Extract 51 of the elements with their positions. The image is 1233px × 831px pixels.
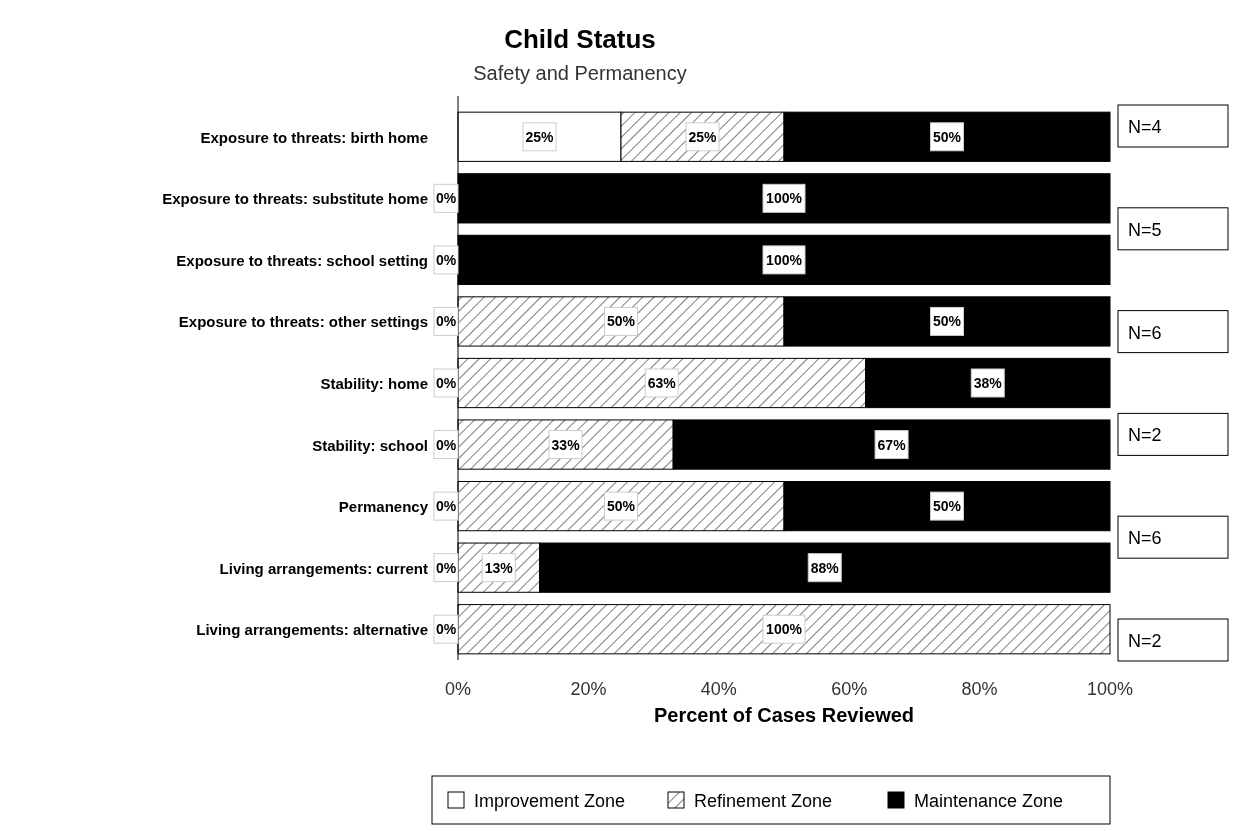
- legend-label: Maintenance Zone: [914, 791, 1064, 811]
- x-tick-label: 20%: [570, 679, 607, 699]
- text: N=5: [1128, 219, 1162, 240]
- data-label: 38%: [973, 375, 1003, 391]
- text: N=6: [1128, 528, 1162, 549]
- data-label: 100%: [766, 251, 803, 268]
- x-tick-label: 40%: [700, 679, 737, 699]
- y-tick-label: Exposure to threats: school setting: [176, 251, 428, 269]
- data-label: 13%: [484, 559, 514, 576]
- y-tick-label: Living arrangements: current: [219, 559, 428, 577]
- legend-label: Refinement Zone: [694, 791, 833, 811]
- data-label: 100%: [766, 190, 803, 207]
- data-label: 0%: [435, 436, 457, 453]
- data-label: 25%: [688, 128, 718, 145]
- x-tick-label: 80%: [961, 679, 998, 699]
- x-axis-title: Percent of Cases Reviewed: [653, 704, 915, 726]
- data-label: 63%: [647, 375, 677, 391]
- data-label: 0%: [435, 498, 457, 515]
- data-label: 0%: [435, 190, 457, 207]
- y-tick-label: Living arrangements: alternative: [196, 621, 428, 639]
- x-tick-label: 100%: [1086, 679, 1134, 699]
- data-label: 100%: [766, 621, 803, 638]
- legend-label: Improvement Zone: [474, 791, 626, 811]
- chart-title: Child Status: [504, 24, 656, 54]
- data-label: 0%: [435, 375, 457, 391]
- data-label: 50%: [932, 128, 962, 145]
- y-tick-label: Stability: school: [312, 436, 428, 454]
- chart-subtitle: Safety and Permanency: [473, 62, 687, 84]
- data-label: 67%: [877, 436, 907, 453]
- x-tick-label: 60%: [831, 679, 868, 699]
- x-tick-label: 0%: [444, 679, 472, 699]
- data-label: 25%: [525, 128, 555, 145]
- text: N=2: [1128, 425, 1162, 446]
- text: N=6: [1128, 322, 1162, 343]
- y-tick-label: Permanency: [338, 498, 429, 516]
- y-tick-label: Exposure to threats: other settings: [178, 313, 428, 331]
- data-label: 33%: [551, 436, 581, 453]
- y-tick-label: Stability: home: [320, 375, 428, 392]
- data-label: 0%: [435, 559, 457, 576]
- data-label: 50%: [932, 498, 962, 515]
- text: N=4: [1128, 117, 1162, 137]
- data-label: 50%: [606, 498, 636, 515]
- text: N=2: [1128, 631, 1162, 651]
- data-label: 50%: [606, 313, 636, 330]
- y-tick-label: Exposure to threats: substitute home: [162, 190, 428, 208]
- y-tick-label: Exposure to threats: birth home: [200, 128, 428, 146]
- data-label: 88%: [810, 559, 840, 576]
- data-label: 50%: [932, 313, 962, 330]
- data-label: 0%: [435, 621, 457, 638]
- data-label: 0%: [435, 251, 457, 268]
- data-label: 0%: [435, 313, 457, 330]
